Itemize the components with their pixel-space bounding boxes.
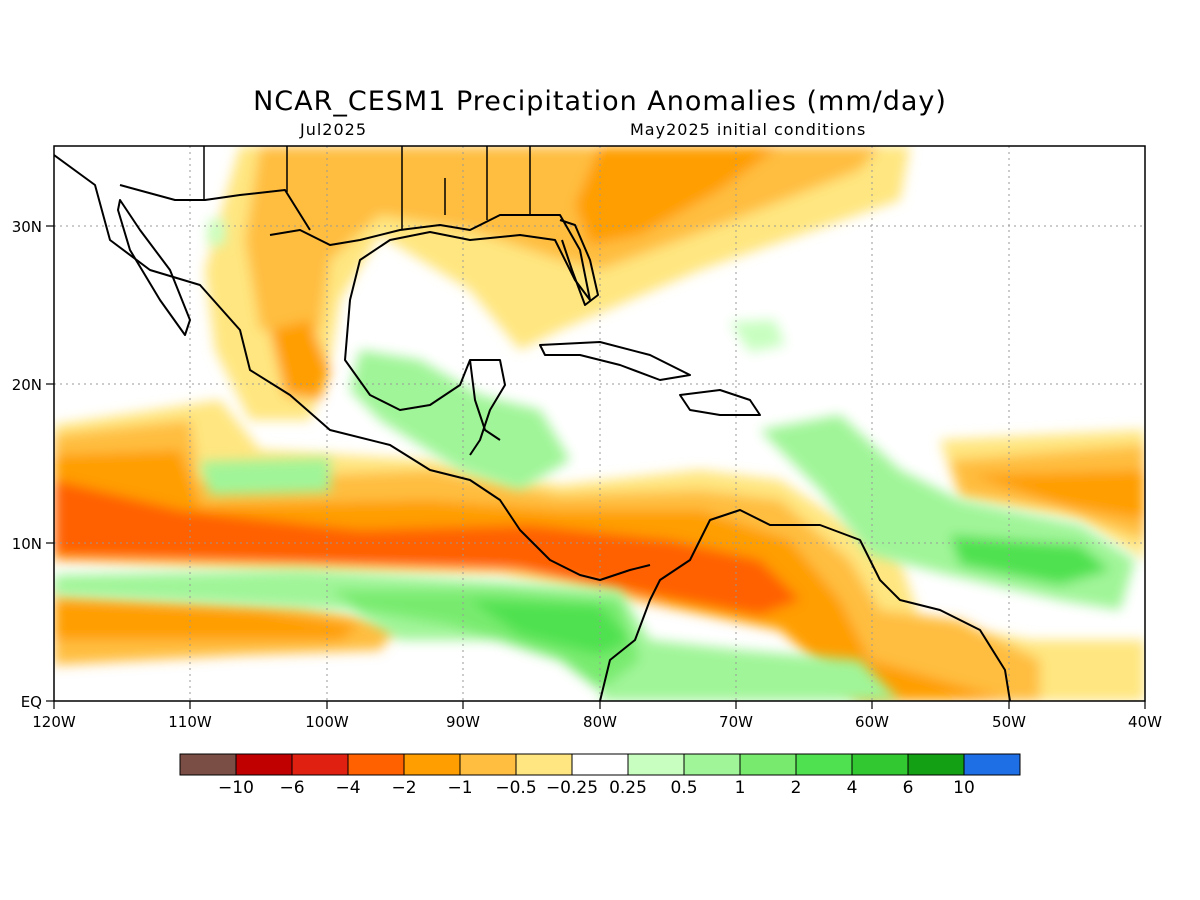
wet-region-small <box>208 220 225 245</box>
colorbar-label: −4 <box>335 778 360 798</box>
dry-region-epac-strong <box>54 480 800 615</box>
colorbar-swatch <box>179 753 237 776</box>
colorbar-swatch <box>795 753 853 776</box>
state-borders <box>203 146 531 230</box>
colorbar-swatch <box>739 753 797 776</box>
wet-region-epac-strip <box>200 458 330 495</box>
coastline-gulf <box>269 214 591 456</box>
lat-lon-grid <box>54 146 1145 701</box>
coastline-south-america <box>599 509 1011 701</box>
wet-region-caribbean-core <box>950 535 1110 585</box>
colorbar-label: −6 <box>279 778 304 798</box>
colorbar-swatch <box>291 753 349 776</box>
colorbar-label: 2 <box>791 778 802 798</box>
coastlines <box>54 146 1011 701</box>
colorbar-swatch <box>459 753 517 776</box>
dry-region-epac-core <box>54 450 1010 701</box>
colorbar-labels: −10 −6 −4 −2 −1 −0.5 −0.25 0.25 0.5 1 2 4 6 10 <box>218 778 975 798</box>
colorbar-swatch <box>907 753 965 776</box>
colorbar-label: −2 <box>391 778 416 798</box>
colorbar-swatch <box>515 753 573 776</box>
colorbar <box>179 753 1021 776</box>
colorbar-label: −10 <box>218 778 254 798</box>
colorbar-swatch <box>403 753 461 776</box>
coastline-yucatan <box>469 359 501 441</box>
colorbar-swatch <box>347 753 405 776</box>
dry-region-south-band-core <box>54 600 360 640</box>
colorbar-label: 0.25 <box>609 778 647 798</box>
colorbar-label: 4 <box>847 778 858 798</box>
x-tick-label: 90W <box>446 713 480 731</box>
colorbar-label: 1 <box>735 778 746 798</box>
colorbar-swatch <box>571 753 629 776</box>
colorbar-label: −1 <box>447 778 472 798</box>
axis-tick-marks <box>46 225 1146 709</box>
x-tick-label: 110W <box>168 713 212 731</box>
y-axis-labels: EQ 10N 20N 30N <box>12 218 42 711</box>
wet-region-central-america <box>350 350 570 490</box>
colorbar-swatch <box>627 753 685 776</box>
wet-region-itcz <box>54 570 900 701</box>
x-tick-label: 50W <box>992 713 1026 731</box>
x-tick-label: 80W <box>583 713 617 731</box>
coastline-baja <box>117 199 191 336</box>
y-tick-label: EQ <box>21 693 42 711</box>
x-tick-label: 120W <box>32 713 76 731</box>
dry-region-mexico <box>270 320 330 400</box>
dry-region-usa-core <box>245 146 880 330</box>
forecast-month: Jul2025 <box>300 120 368 139</box>
x-tick-label: 100W <box>305 713 349 731</box>
x-tick-label: 40W <box>1128 713 1162 731</box>
colorbar-label: −0.5 <box>495 778 536 798</box>
dry-region-atlantic-coast <box>575 146 780 245</box>
wet-region-bahamas <box>730 320 785 352</box>
y-tick-label: 30N <box>12 218 42 236</box>
colorbar-label: 0.5 <box>670 778 697 798</box>
y-tick-label: 10N <box>12 535 42 553</box>
x-tick-label: 60W <box>855 713 889 731</box>
colorbar-label: 10 <box>953 778 975 798</box>
x-tick-label: 70W <box>719 713 753 731</box>
coastline-mexico-pacific <box>54 154 651 581</box>
wet-region-itcz-strong <box>470 600 630 655</box>
colorbar-swatch <box>683 753 741 776</box>
colorbar-swatch <box>235 753 293 776</box>
coastline-cuba <box>539 341 691 381</box>
anomaly-field <box>54 146 1145 701</box>
y-tick-label: 20N <box>12 376 42 394</box>
coastline-hispaniola <box>679 389 761 416</box>
border-us-mexico <box>119 184 311 231</box>
colorbar-swatch <box>963 753 1021 776</box>
dry-region-atlantic-strong <box>970 470 1145 520</box>
coastline-florida <box>559 219 599 306</box>
colorbar-swatch <box>851 753 909 776</box>
map-title: NCAR_CESM1 Precipitation Anomalies (mm/d… <box>253 86 947 117</box>
x-axis-labels: 120W 110W 100W 90W 80W 70W 60W 50W 40W <box>32 713 1162 731</box>
colorbar-label: 6 <box>903 778 914 798</box>
colorbar-label: −0.25 <box>546 778 598 798</box>
initial-conditions: May2025 initial conditions <box>630 120 867 139</box>
